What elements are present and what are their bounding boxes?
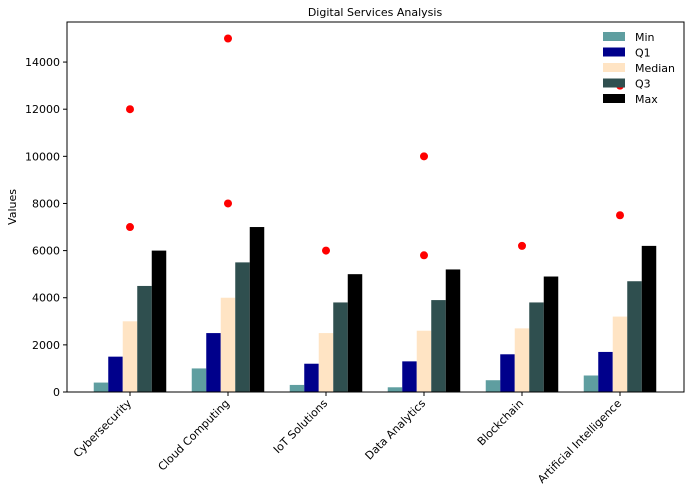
legend-swatch-q3 (603, 78, 625, 88)
x-tick-label: IoT Solutions (271, 397, 330, 456)
outlier-point-3-1 (420, 152, 428, 161)
chart-title: Digital Services Analysis (308, 6, 443, 19)
bar-q3-4 (529, 302, 544, 392)
bar-median-3 (416, 330, 432, 392)
outliers-layer (126, 34, 624, 260)
legend-swatch-min (603, 32, 625, 41)
x-tick-label: Cloud Computing (156, 397, 233, 474)
plot-frame (66, 21, 685, 393)
outlier-point-4-0 (518, 241, 526, 250)
bar-min-5 (583, 375, 599, 392)
bar-min-2 (289, 384, 305, 392)
bar-q3-0 (137, 285, 152, 392)
legend-label-q1: Q1 (635, 47, 651, 60)
bar-q1-4 (500, 354, 515, 392)
outlier-point-1-0 (224, 199, 232, 208)
legend-label-min: Min (635, 31, 655, 44)
bar-q1-5 (598, 351, 613, 392)
bar-q3-2 (333, 302, 348, 392)
bar-q3-5 (627, 281, 642, 392)
legend-swatch-q1 (603, 47, 625, 57)
legend: Min Q1 Median Q3 Max (603, 31, 675, 106)
y-tick-label: 14000 (25, 56, 60, 69)
legend-label-median: Median (635, 62, 675, 75)
bar-q1-0 (108, 356, 123, 392)
bar-max-2 (347, 274, 363, 392)
bar-min-1 (191, 368, 207, 392)
outlier-point-2-0 (322, 246, 330, 255)
bar-min-3 (387, 387, 403, 392)
bar-median-4 (514, 328, 530, 392)
outlier-point-3-0 (420, 251, 428, 260)
bar-q1-1 (206, 333, 221, 392)
outlier-point-0-0 (126, 223, 134, 232)
bar-min-0 (93, 382, 109, 392)
bar-max-1 (249, 227, 265, 392)
bars-layer (93, 227, 657, 392)
bar-median-2 (318, 333, 334, 392)
x-tick-label: Data Analytics (363, 397, 429, 463)
y-tick-label: 6000 (32, 245, 60, 258)
legend-label-q3: Q3 (635, 78, 651, 91)
bar-min-4 (485, 380, 501, 392)
y-axis-label: Values (6, 189, 19, 225)
x-tick-label: Artificial Intelligence (535, 397, 624, 486)
y-tick-label: 0 (53, 386, 60, 399)
y-tick-label: 8000 (32, 197, 60, 210)
y-tick-label: 10000 (25, 150, 60, 163)
bar-max-5 (641, 245, 657, 392)
bar-max-4 (543, 276, 559, 392)
x-tick-label: Blockchain (475, 397, 526, 448)
outlier-point-0-1 (126, 105, 134, 114)
bar-q1-3 (402, 361, 417, 392)
bar-q3-3 (431, 300, 446, 392)
bar-q1-2 (304, 363, 319, 392)
y-axis: 0 2000 4000 6000 8000 10000 12000 14000 (25, 56, 67, 399)
outlier-point-1-1 (224, 34, 232, 43)
bar-median-0 (122, 321, 138, 392)
y-tick-label: 2000 (32, 339, 60, 352)
legend-swatch-max (603, 94, 625, 103)
x-tick-label: Cybersecurity (71, 397, 135, 461)
bar-median-1 (220, 297, 236, 392)
legend-label-max: Max (635, 93, 658, 106)
y-tick-label: 12000 (25, 103, 60, 116)
y-tick-label: 4000 (32, 292, 60, 305)
legend-swatch-median (603, 63, 625, 72)
bar-q3-1 (235, 262, 250, 392)
bar-max-0 (151, 250, 167, 392)
outlier-point-5-0 (616, 211, 624, 220)
bar-median-5 (612, 316, 628, 392)
x-axis: Cybersecurity Cloud Computing IoT Solution… (71, 392, 624, 486)
bar-max-3 (445, 269, 461, 392)
